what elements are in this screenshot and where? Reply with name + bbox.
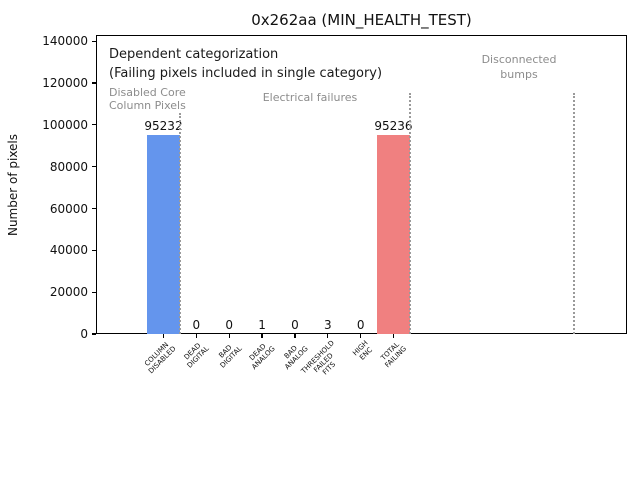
x-tick-label: DEAD DIGITAL — [182, 341, 211, 370]
y-tick-label: 40000 — [49, 243, 88, 258]
x-tick-mark — [195, 334, 197, 338]
bar-value-label: 0 — [225, 318, 234, 332]
x-tick-mark — [162, 334, 165, 338]
x-tick-mark — [360, 334, 362, 338]
separator-line — [408, 93, 411, 334]
x-tick-mark — [294, 334, 296, 338]
chart-title: 0x262aa (MIN_HEALTH_TEST) — [251, 11, 472, 29]
y-tick-label: 20000 — [49, 285, 88, 300]
y-axis-label: Number of pixels — [6, 133, 20, 237]
y-tick-mark — [91, 291, 96, 293]
x-tick-mark — [392, 334, 395, 338]
bar-value-label: 95236 — [374, 118, 413, 133]
x-tick-label: DEAD ANALOG — [247, 342, 277, 372]
bar-total-failing — [376, 134, 410, 334]
plot-area — [96, 35, 627, 334]
bar-value-label: 0 — [192, 318, 201, 332]
y-tick-label: 0 — [80, 327, 88, 341]
x-tick-mark — [327, 334, 329, 338]
x-tick-mark — [228, 334, 230, 338]
x-tick-label: BAD DIGITAL — [217, 343, 244, 370]
bar-column-disabled — [147, 134, 180, 334]
annotation: Disabled Core Column Pixels — [109, 86, 186, 112]
x-tick-label: THRESHOLD FAILED FITS — [300, 339, 338, 377]
bar-value-label: 0 — [291, 318, 299, 332]
y-tick-label: 140000 — [42, 34, 88, 49]
bar-value-label: 95232 — [144, 118, 183, 133]
y-tick-mark — [91, 82, 96, 84]
y-tick-label: 120000 — [42, 76, 88, 91]
y-tick-mark — [91, 124, 96, 126]
separator-line — [178, 113, 181, 334]
y-tick-label: 100000 — [42, 117, 88, 132]
y-tick-label: 80000 — [49, 159, 88, 174]
separator-line — [573, 93, 576, 334]
x-tick-label: COLUMN DISABLED — [143, 340, 178, 376]
y-tick-mark — [91, 249, 96, 251]
y-tick-mark — [91, 207, 96, 210]
y-tick-label: 60000 — [49, 201, 88, 216]
x-tick-mark — [261, 334, 263, 338]
annotation: Disconnected bumps — [481, 53, 557, 81]
bar-value-label: 0 — [356, 318, 365, 332]
x-tick-label: TOTAL FAILING — [379, 340, 408, 370]
annotation: (Failing pixels included in single categ… — [109, 66, 383, 81]
x-tick-label: HIGH ENC — [350, 339, 374, 362]
bar-value-label: 3 — [323, 317, 332, 332]
y-tick-mark — [91, 333, 96, 335]
annotation: Electrical failures — [262, 91, 358, 104]
y-tick-mark — [91, 40, 96, 42]
y-tick-mark — [91, 166, 96, 168]
annotation: Dependent categorization — [109, 47, 279, 62]
bar-value-label: 1 — [258, 317, 266, 332]
